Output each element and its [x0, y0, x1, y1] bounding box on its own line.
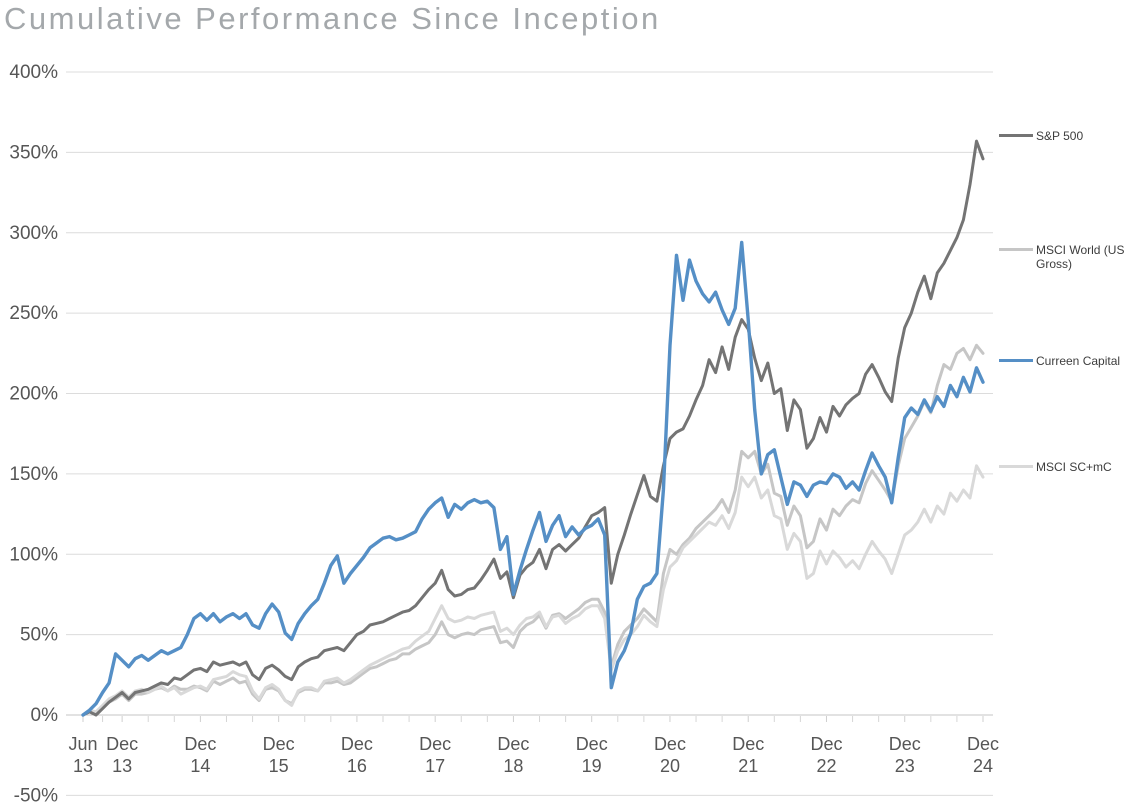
- x-axis-label-month: Dec: [967, 734, 999, 754]
- x-axis-label-month: Dec: [732, 734, 764, 754]
- x-axis-label-year: 19: [582, 756, 602, 776]
- x-axis-label-year: 16: [347, 756, 367, 776]
- x-axis-label-month: Dec: [106, 734, 138, 754]
- y-axis-label: 50%: [20, 625, 58, 646]
- y-axis-label: 150%: [9, 464, 58, 485]
- y-axis-label: 100%: [9, 544, 58, 565]
- y-axis-label: 350%: [9, 142, 58, 163]
- x-axis-label-year: 24: [973, 756, 993, 776]
- series-line-s-p-500: [81, 139, 985, 717]
- x-axis-label-year: 22: [816, 756, 836, 776]
- x-axis-label-year: 13: [73, 756, 93, 776]
- x-axis-label-month: Dec: [810, 734, 842, 754]
- y-axis-label: 200%: [9, 384, 58, 405]
- x-axis-label-year: 13: [112, 756, 132, 776]
- y-axis-label: 0%: [31, 705, 59, 726]
- x-axis-label-month: Dec: [654, 734, 686, 754]
- series-line-curreen-capital: [81, 240, 985, 717]
- x-axis-label-month: Dec: [419, 734, 451, 754]
- y-axis-label: 250%: [9, 303, 58, 324]
- series-line-msci-world-us-gross-: [81, 343, 985, 717]
- x-axis-label-month: Jun: [68, 734, 97, 754]
- y-axis-label: -50%: [14, 785, 58, 806]
- x-axis-label-month: Dec: [263, 734, 295, 754]
- chart-title: Cumulative Performance Since Inception: [4, 1, 661, 36]
- x-axis-label-year: 18: [503, 756, 523, 776]
- x-axis-label-year: 14: [190, 756, 210, 776]
- x-axis-label-month: Dec: [184, 734, 216, 754]
- x-axis-label-year: 15: [269, 756, 289, 776]
- x-axis-label-month: Dec: [341, 734, 373, 754]
- x-axis-label-month: Dec: [497, 734, 529, 754]
- x-axis-label-month: Dec: [889, 734, 921, 754]
- x-axis-label-year: 23: [895, 756, 915, 776]
- x-axis-label-year: 17: [425, 756, 445, 776]
- y-axis-label: 300%: [9, 223, 58, 244]
- y-axis-label: 400%: [9, 62, 58, 83]
- x-axis-label-month: Dec: [576, 734, 608, 754]
- x-axis-label-year: 20: [660, 756, 680, 776]
- series-line-msci-sc-mc: [81, 464, 985, 717]
- x-axis-label-year: 21: [738, 756, 758, 776]
